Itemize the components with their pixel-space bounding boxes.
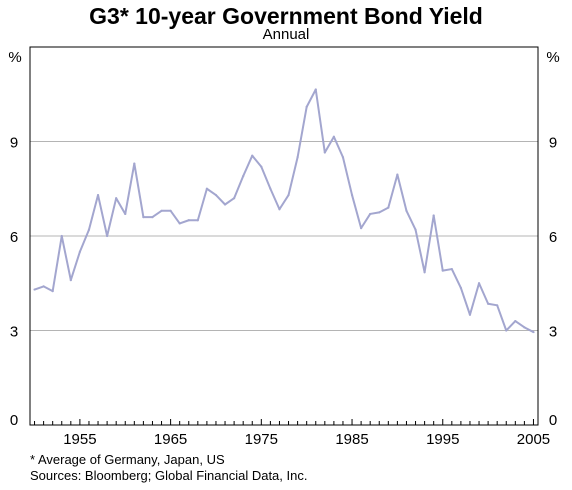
data-point: [223, 203, 227, 206]
x-axis-tick-labels: 1955 1965 1975 1985 1995 2005: [63, 431, 550, 448]
data-point: [78, 250, 81, 253]
data-point: [414, 228, 417, 231]
data-point: [278, 208, 281, 211]
data-point: [33, 288, 36, 291]
chart-subtitle: Annual: [262, 26, 310, 43]
y-axis-tick-labels: 0 0 3 3 6 6 9 9: [10, 135, 557, 430]
data-point: [450, 267, 453, 271]
data-point: [115, 197, 118, 200]
data-point: [142, 216, 145, 219]
data-point: [341, 156, 345, 159]
data-point: [532, 330, 535, 334]
data-point: [423, 271, 426, 274]
y-tick-label-right: 6: [549, 229, 557, 246]
data-point: [151, 216, 154, 219]
data-point: [51, 290, 54, 293]
data-point: [251, 154, 254, 157]
y-axis-unit-right: %: [546, 49, 559, 66]
data-point: [505, 329, 508, 332]
data-point: [441, 269, 444, 272]
data-point: [287, 193, 290, 197]
y-tick-label-left: 0: [10, 412, 18, 429]
data-point: [323, 151, 326, 154]
y-tick-label-right: 0: [549, 412, 557, 429]
data-point: [87, 228, 91, 231]
series-layer: [33, 88, 535, 334]
data-point: [296, 156, 299, 159]
data-point: [496, 304, 499, 307]
y-tick-label-left: 9: [10, 135, 18, 152]
y-tick-label-left: 3: [10, 324, 18, 341]
data-point: [305, 105, 308, 108]
sources-note: Sources: Bloomberg; Global Financial Dat…: [30, 468, 308, 483]
data-point: [523, 326, 526, 329]
plot-frame: [29, 46, 539, 426]
data-point: [369, 212, 372, 216]
data-point: [405, 209, 408, 212]
data-point: [432, 214, 435, 217]
data-point: [96, 193, 100, 197]
chart-title: G3* 10-year Government Bond Yield: [89, 3, 483, 29]
footnote: * Average of Germany, Japan, US: [30, 452, 225, 467]
x-tick-label: 1985: [335, 431, 368, 448]
data-point: [468, 313, 472, 316]
data-point: [487, 302, 490, 305]
data-point: [477, 282, 481, 285]
data-point: [133, 162, 136, 165]
x-tick-label: 1955: [63, 431, 96, 448]
data-point: [387, 206, 390, 209]
x-tick-label: 1975: [245, 431, 278, 448]
x-tick-label: 1965: [154, 431, 187, 448]
x-tick-label: 1995: [426, 431, 459, 448]
data-point: [169, 209, 172, 212]
data-point: [332, 135, 335, 138]
data-point: [242, 175, 245, 178]
data-point: [106, 234, 109, 238]
data-point: [160, 209, 163, 212]
data-point: [233, 197, 236, 200]
x-tick-label: 2005: [517, 431, 550, 448]
data-point: [214, 193, 218, 197]
data-point: [514, 319, 517, 323]
data-point: [124, 212, 127, 216]
x-axis-ticks: [34, 419, 534, 425]
data-point: [60, 234, 63, 238]
data-point: [396, 173, 399, 176]
data-point: [360, 227, 363, 230]
data-point: [205, 187, 208, 190]
data-point: [314, 88, 317, 91]
gridlines: [30, 141, 538, 331]
data-point: [178, 222, 181, 225]
y-tick-label-right: 9: [549, 135, 557, 152]
data-point: [187, 219, 190, 222]
data-point: [260, 165, 263, 168]
chart-notes: * Average of Germany, Japan, US Sources:…: [30, 452, 307, 484]
data-point: [42, 285, 45, 288]
data-point: [69, 279, 72, 282]
data-point: [378, 211, 381, 214]
y-tick-label-right: 3: [549, 324, 557, 341]
y-axis-unit-left: %: [8, 49, 21, 66]
series-line: [34, 88, 534, 333]
data-point: [350, 193, 354, 197]
data-point: [196, 219, 199, 222]
y-tick-label-left: 6: [10, 229, 18, 246]
data-point: [269, 187, 272, 190]
data-point: [459, 286, 462, 290]
